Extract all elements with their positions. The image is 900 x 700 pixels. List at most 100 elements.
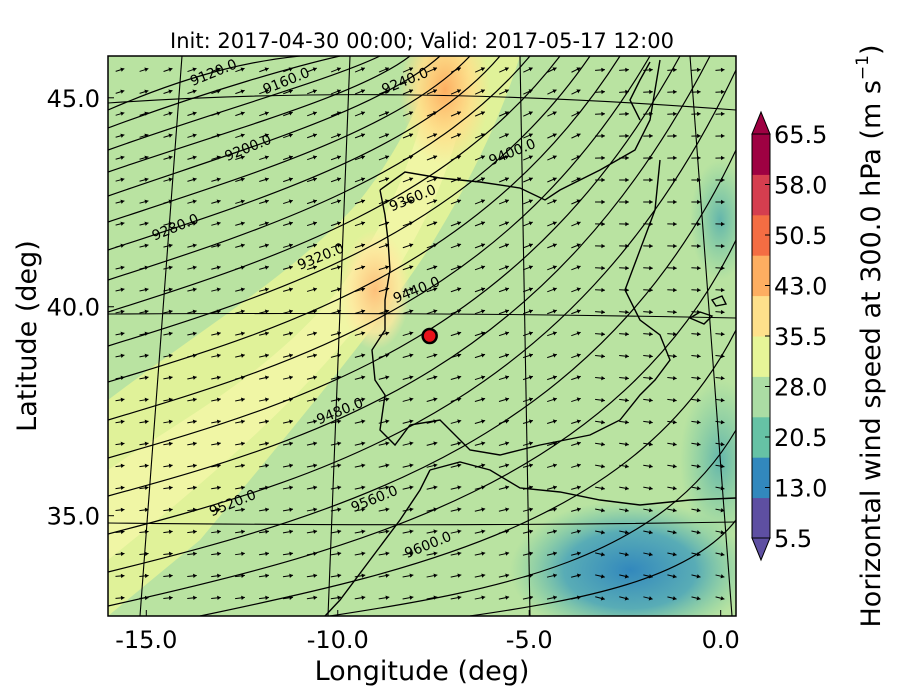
wind-vector: [450, 265, 462, 271]
wind-vector: [523, 243, 533, 249]
wind-vector: [498, 397, 510, 403]
wind-vector: [115, 463, 125, 469]
wind-vector: [474, 595, 486, 600]
colorbar-tick-label: 43.0: [774, 273, 827, 301]
wind-vector: [259, 265, 269, 270]
wind-vector: [547, 331, 557, 337]
wind-vector: [571, 485, 581, 490]
wind-vector: [498, 595, 510, 600]
wind-vector: [402, 507, 414, 512]
wind-vector: [306, 353, 318, 358]
wind-vector: [258, 463, 270, 468]
wind-vector: [715, 375, 725, 381]
wind-vector: [474, 111, 486, 117]
wind-vector: [522, 573, 534, 578]
wind-vector: [619, 265, 629, 271]
wind-vector: [211, 133, 221, 138]
wind-vector: [546, 441, 558, 446]
wind-vector: [715, 287, 725, 293]
wind-vector: [667, 574, 677, 579]
wind-vector: [450, 309, 462, 315]
wind-vector: [715, 177, 725, 183]
wind-vector: [378, 507, 390, 512]
wind-vector: [426, 573, 438, 578]
wind-vector: [523, 155, 533, 161]
wind-vector: [691, 508, 701, 513]
wind-vector: [354, 309, 366, 314]
wind-vector: [426, 265, 438, 271]
wind-vector: [235, 309, 245, 314]
wind-vector: [235, 463, 245, 468]
wind-vector: [523, 177, 533, 183]
wind-vector: [402, 463, 414, 468]
wind-vector: [306, 155, 318, 161]
wind-vector: [306, 529, 318, 534]
wind-vector: [547, 265, 557, 271]
wind-vector: [378, 133, 390, 139]
wind-vector: [402, 397, 414, 402]
x-axis: -15.0 -10.0 -5.0 0.0: [115, 610, 740, 654]
wind-vector: [115, 419, 125, 425]
wind-vector: [115, 199, 125, 204]
wind-vector: [522, 287, 534, 293]
wind-vector: [259, 111, 269, 117]
wind-vector: [163, 67, 173, 72]
wind-vector: [667, 89, 677, 95]
wind-vector: [163, 441, 173, 446]
wind-vector: [354, 595, 366, 600]
wind-vector: [691, 486, 701, 491]
wind-vector: [619, 442, 629, 447]
wind-vector: [139, 419, 149, 424]
wind-vector: [282, 331, 294, 336]
wind-vector: [426, 375, 438, 381]
wind-vector: [282, 463, 294, 468]
wind-vector: [691, 199, 701, 205]
wind-vector: [354, 287, 366, 293]
wind-vector: [474, 287, 486, 293]
wind-vector: [450, 287, 462, 293]
wind-vector: [115, 243, 125, 248]
wind-vector: [571, 507, 581, 512]
wind-vector: [115, 177, 125, 182]
wind-vector: [595, 508, 605, 513]
wind-vector: [691, 177, 701, 183]
wind-vector: [522, 375, 534, 381]
wind-vector: [402, 419, 414, 424]
wind-vector: [187, 111, 197, 116]
wind-vector: [667, 464, 677, 469]
colorbar-tick-label: 65.5: [774, 121, 827, 149]
wind-vector: [450, 485, 462, 490]
wind-vector: [402, 309, 414, 315]
wind-vector: [595, 464, 605, 469]
wind-vector: [187, 265, 197, 270]
colorbar-segment: [752, 457, 770, 499]
wind-vector: [426, 199, 438, 205]
wind-vector: [282, 375, 294, 380]
wind-vector: [619, 420, 629, 425]
wind-vector: [115, 485, 125, 491]
wind-vector: [139, 265, 149, 270]
wind-vector: [523, 199, 533, 205]
wind-vector: [163, 243, 173, 248]
wind-vector: [619, 375, 629, 381]
wind-vector: [643, 199, 653, 205]
wind-vector: [115, 573, 125, 579]
wind-vector: [571, 89, 581, 95]
wind-vector: [115, 507, 125, 513]
wind-vector: [498, 529, 510, 534]
wind-vector: [115, 529, 125, 535]
colorbar-segment: [752, 214, 770, 256]
wind-vector: [115, 595, 125, 601]
wind-vector: [595, 221, 605, 227]
wind-vector: [235, 375, 245, 380]
wind-vector: [259, 155, 269, 161]
wind-vector: [115, 441, 125, 447]
wind-vector: [498, 551, 510, 556]
wind-vector: [474, 529, 486, 534]
wind-vector: [139, 199, 149, 204]
wind-vector: [235, 265, 245, 270]
wind-vector: [426, 441, 438, 446]
wind-vector: [306, 287, 318, 292]
wind-vector: [546, 551, 558, 556]
wind-vector: [498, 199, 510, 205]
